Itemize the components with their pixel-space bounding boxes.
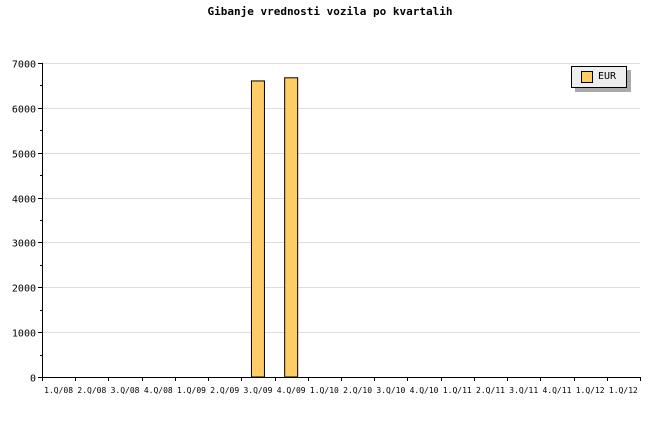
y-tick-label: 2000 <box>12 284 36 295</box>
x-tick-label: 2.Q/08 <box>77 386 106 395</box>
legend-label-eur: EUR <box>598 71 617 82</box>
x-tick-label: 1.Q/12 <box>576 386 605 395</box>
y-tick-label: 0 <box>30 374 36 385</box>
x-tick-label: 4.Q/10 <box>410 386 439 395</box>
x-tick-label: 1.Q/11 <box>443 386 472 395</box>
chart-title: Gibanje vrednosti vozila po kvartalih <box>207 5 453 18</box>
x-tick-label: 3.Q/11 <box>509 386 538 395</box>
x-tick-label: 1.Q/10 <box>310 386 339 395</box>
x-tick-label: 3.Q/08 <box>111 386 140 395</box>
x-tick-label: 4.Q/11 <box>542 386 571 395</box>
x-tick-label: 1.Q/12 <box>609 386 638 395</box>
x-tick-label: 2.Q/11 <box>476 386 505 395</box>
x-tick-label: 4.Q/09 <box>277 386 306 395</box>
legend-swatch-eur <box>581 71 593 83</box>
y-tick-label: 5000 <box>12 150 36 161</box>
bar-4.Q/09 <box>284 77 299 378</box>
x-tick-label: 4.Q/08 <box>144 386 173 395</box>
y-tick-label: 4000 <box>12 195 36 206</box>
x-tick-label: 1.Q/09 <box>177 386 206 395</box>
x-tick-label: 2.Q/10 <box>343 386 372 395</box>
y-tick-label: 1000 <box>12 329 36 340</box>
y-tick-label: 7000 <box>12 60 36 71</box>
y-tick-label: 3000 <box>12 239 36 250</box>
y-tick-label: 6000 <box>12 105 36 116</box>
x-tick-label: 3.Q/09 <box>243 386 272 395</box>
x-tick-label: 2.Q/09 <box>210 386 239 395</box>
bar-3.Q/09 <box>250 80 265 378</box>
x-tick-label: 1.Q/08 <box>44 386 73 395</box>
legend: EUR <box>571 66 627 88</box>
x-tick-label: 3.Q/10 <box>376 386 405 395</box>
